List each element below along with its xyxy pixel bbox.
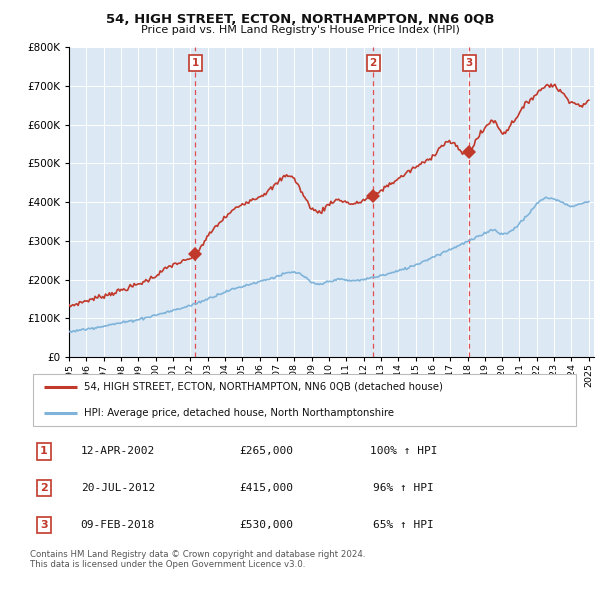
FancyBboxPatch shape <box>33 374 576 425</box>
Text: 20-JUL-2012: 20-JUL-2012 <box>81 483 155 493</box>
Text: 3: 3 <box>466 58 473 68</box>
Text: 100% ↑ HPI: 100% ↑ HPI <box>370 447 437 457</box>
Text: 54, HIGH STREET, ECTON, NORTHAMPTON, NN6 0QB (detached house): 54, HIGH STREET, ECTON, NORTHAMPTON, NN6… <box>84 382 443 392</box>
Text: 2: 2 <box>40 483 47 493</box>
Text: 3: 3 <box>40 520 47 530</box>
Text: 96% ↑ HPI: 96% ↑ HPI <box>373 483 434 493</box>
Text: 1: 1 <box>40 447 47 457</box>
Text: 09-FEB-2018: 09-FEB-2018 <box>81 520 155 530</box>
Text: 12-APR-2002: 12-APR-2002 <box>81 447 155 457</box>
Text: 1: 1 <box>191 58 199 68</box>
Text: 54, HIGH STREET, ECTON, NORTHAMPTON, NN6 0QB: 54, HIGH STREET, ECTON, NORTHAMPTON, NN6… <box>106 13 494 26</box>
Text: Contains HM Land Registry data © Crown copyright and database right 2024.
This d: Contains HM Land Registry data © Crown c… <box>30 550 365 569</box>
Text: £265,000: £265,000 <box>239 447 293 457</box>
Text: Price paid vs. HM Land Registry's House Price Index (HPI): Price paid vs. HM Land Registry's House … <box>140 25 460 35</box>
Text: 65% ↑ HPI: 65% ↑ HPI <box>373 520 434 530</box>
Text: £415,000: £415,000 <box>239 483 293 493</box>
Text: £530,000: £530,000 <box>239 520 293 530</box>
Text: HPI: Average price, detached house, North Northamptonshire: HPI: Average price, detached house, Nort… <box>84 408 394 418</box>
Text: 2: 2 <box>370 58 377 68</box>
